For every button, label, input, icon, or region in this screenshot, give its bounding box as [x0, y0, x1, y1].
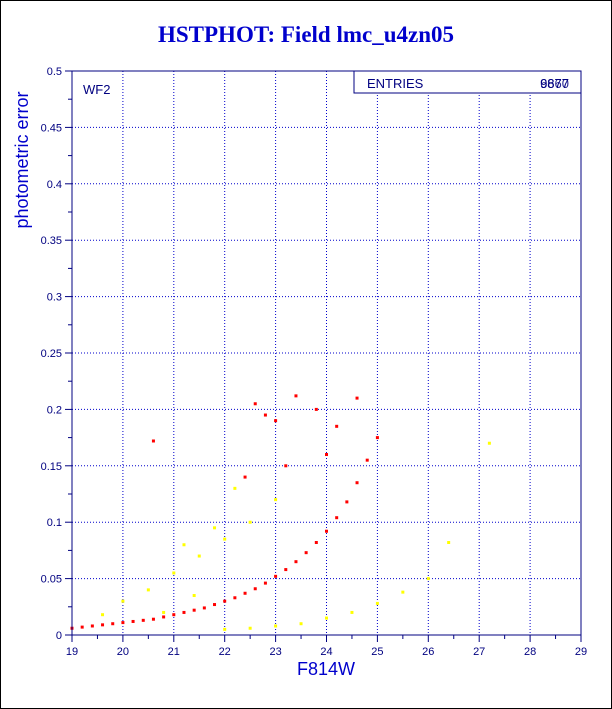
- red-data-point: [375, 436, 379, 440]
- red-data-point: [263, 581, 267, 585]
- x-tick-label: 20: [117, 646, 129, 658]
- red-data-point: [151, 439, 155, 443]
- y-tick-label: 0.3: [47, 292, 62, 304]
- yellow-data-point: [487, 441, 491, 445]
- x-tick-label: 25: [371, 646, 383, 658]
- x-axis-title: F814W: [297, 659, 355, 679]
- yellow-data-point: [401, 590, 405, 594]
- red-data-point: [90, 624, 94, 628]
- red-data-point: [284, 464, 288, 468]
- red-data-point: [294, 560, 298, 564]
- red-data-point: [335, 424, 339, 428]
- yellow-data-point: [101, 613, 105, 617]
- red-data-point: [151, 617, 155, 621]
- yellow-data-point: [223, 627, 227, 631]
- y-tick-label: 0.4: [47, 179, 62, 191]
- x-tick-label: 29: [575, 646, 587, 658]
- red-data-point: [325, 453, 328, 457]
- x-tick-label: 27: [473, 646, 485, 658]
- red-data-point: [233, 596, 237, 600]
- yellow-data-point: [172, 571, 176, 575]
- red-data-point: [294, 394, 298, 398]
- red-data-point: [365, 458, 369, 462]
- y-tick-label: 0.45: [41, 122, 62, 134]
- chart-title: HSTPHOT: Field lmc_u4zn05: [157, 22, 455, 47]
- stats-entries-label: ENTRIES: [367, 76, 424, 91]
- red-data-point: [243, 475, 247, 479]
- ticks-layer: 19 20 21 22 23 24 25 26 27 28 29 0 0.05 0.1 0.15 0.2 0.2…: [41, 66, 588, 658]
- red-data-point: [345, 500, 349, 504]
- red-data-point: [355, 396, 359, 400]
- yellow-data-point: [350, 610, 354, 614]
- y-tick-label: 0.05: [41, 574, 62, 586]
- red-data-point: [182, 610, 186, 614]
- x-tick-label: 21: [168, 646, 180, 658]
- x-tick-label: 24: [320, 646, 332, 658]
- red-data-point: [141, 618, 145, 622]
- red-data-point: [202, 606, 206, 610]
- yellow-data-point: [248, 520, 252, 524]
- red-data-point: [223, 599, 227, 603]
- y-tick-label: 0.25: [41, 348, 62, 360]
- yellow-data-point: [197, 554, 201, 558]
- stats-entries-value-a: 9877: [540, 76, 569, 91]
- stats-box-frame: [353, 70, 582, 94]
- red-data-point: [253, 402, 257, 406]
- x-tick-label: 26: [422, 646, 434, 658]
- y-tick-label: 0.1: [47, 517, 62, 529]
- red-data-point: [162, 615, 166, 619]
- yellow-data-point: [375, 601, 379, 605]
- yellow-data-point: [233, 486, 237, 490]
- yellow-data-point: [274, 624, 278, 628]
- yellow-data-point: [182, 543, 186, 547]
- y-tick-label: 0.35: [41, 235, 62, 247]
- red-data-point: [80, 625, 84, 629]
- red-data-point: [284, 568, 288, 572]
- red-data-point: [304, 551, 308, 555]
- stats-box: ENTRIES 9877 6660: [353, 70, 582, 94]
- yellow-data-point: [426, 577, 430, 581]
- yellow-data-point: [447, 541, 451, 545]
- red-data-point: [101, 623, 105, 627]
- grid-layer: [72, 71, 581, 635]
- red-data-point: [355, 481, 359, 485]
- red-data-point: [274, 419, 278, 423]
- red-data-point: [131, 619, 135, 623]
- x-tick-label: 28: [524, 646, 536, 658]
- y-axis-title: photometric error: [12, 91, 32, 228]
- red-data-point: [314, 541, 318, 545]
- red-data-point: [335, 516, 339, 520]
- y-tick-label: 0.15: [41, 461, 62, 473]
- y-tick-label: 0.5: [47, 66, 62, 78]
- yellow-data-point: [146, 588, 150, 592]
- yellow-data-point: [192, 594, 196, 598]
- red-data-point: [263, 413, 267, 417]
- red-data-point: [121, 621, 125, 625]
- y-tick-label: 0: [56, 630, 62, 642]
- red-data-point: [213, 603, 217, 607]
- yellow-data-point: [162, 610, 166, 614]
- yellow-data-point: [248, 626, 252, 630]
- x-tick-label: 19: [66, 646, 78, 658]
- yellow-data-point: [274, 498, 278, 502]
- red-data-point: [274, 574, 278, 578]
- red-data-point: [314, 407, 318, 411]
- stats-entries-value-b: 6660: [540, 76, 569, 91]
- yellow-data-point: [223, 537, 227, 541]
- x-tick-label: 22: [219, 646, 231, 658]
- yellow-data-point: [121, 599, 125, 603]
- red-data-point: [325, 529, 328, 533]
- y-tick-label: 0.2: [47, 404, 62, 416]
- yellow-data-point: [325, 616, 328, 620]
- red-data-point: [172, 613, 176, 617]
- red-data-point: [111, 622, 115, 626]
- x-tick-label: 23: [269, 646, 281, 658]
- yellow-data-point: [299, 622, 303, 626]
- red-data-point: [243, 591, 247, 595]
- red-data-point: [192, 608, 196, 612]
- yellow-data-point: [213, 526, 217, 530]
- chip-label: WF2: [83, 82, 110, 97]
- red-data-point: [253, 587, 257, 591]
